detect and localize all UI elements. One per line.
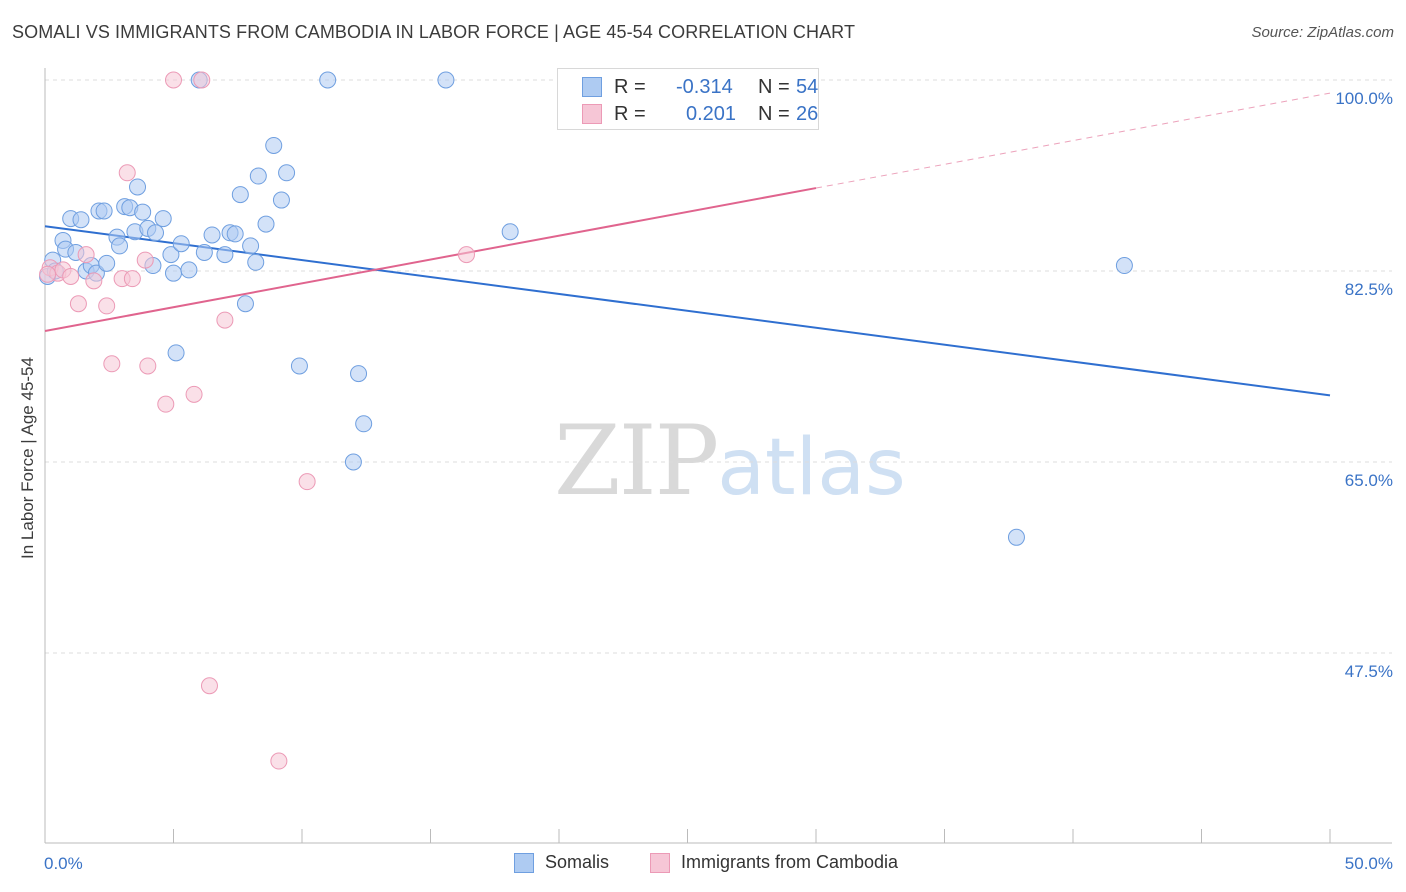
cambodia-point — [139, 357, 157, 375]
y-tick-label: 65.0% — [1345, 471, 1393, 490]
somalis-point — [111, 237, 129, 255]
somalis-point — [242, 237, 260, 255]
cambodia-point — [185, 385, 203, 403]
cambodia-point — [39, 265, 57, 283]
watermark-zip: ZIP — [554, 405, 719, 517]
watermark-atlas: atlas — [717, 423, 906, 513]
cambodia-point — [136, 251, 154, 269]
somalis-n-value: 54 — [796, 75, 819, 98]
somalis-point — [1115, 257, 1133, 275]
somalis-point — [236, 295, 254, 313]
somalis-point — [1007, 528, 1025, 546]
somalis-point — [147, 224, 165, 242]
somalis-point — [350, 365, 368, 383]
n-label: N = — [758, 75, 790, 98]
cambodia-point — [103, 355, 121, 373]
grid-lines — [45, 79, 1392, 654]
legend-somalis-label: Somalis — [545, 852, 610, 872]
cambodia-point — [118, 164, 136, 182]
somalis-point — [344, 453, 362, 471]
r-label: R = — [614, 75, 646, 98]
somalis-point — [134, 203, 152, 221]
somalis-point — [95, 202, 113, 220]
legend-somalis-swatch — [514, 852, 534, 873]
legend-cambodia-swatch — [650, 852, 670, 873]
somalis-point — [154, 210, 172, 228]
somalis-point — [231, 186, 249, 204]
somalis-point — [319, 71, 337, 89]
cambodia-point — [270, 752, 288, 770]
cambodia-point — [457, 246, 475, 264]
legend-item-cambodia[interactable]: Immigrants from Cambodia — [650, 852, 898, 873]
watermark: ZIPatlas — [554, 405, 906, 517]
cambodia-point — [193, 71, 211, 89]
somalis-point — [290, 357, 308, 375]
cambodia-r-value: 0.201 — [686, 102, 737, 125]
somalis-point — [180, 261, 198, 279]
cambodia-trend-extension — [815, 92, 1331, 189]
chart-source: Source: ZipAtlas.com — [1251, 24, 1394, 41]
n-label: N = — [758, 102, 790, 125]
somalis-point — [195, 243, 213, 261]
cambodia-swatch — [582, 104, 602, 124]
cambodia-point — [85, 272, 103, 290]
cambodia-point — [216, 311, 234, 329]
somalis-point — [162, 246, 180, 264]
somalis-point — [247, 253, 265, 271]
r-label: R = — [614, 102, 646, 125]
legend-item-somalis[interactable]: Somalis — [514, 852, 609, 873]
cambodia-point — [157, 395, 175, 413]
somalis-point — [249, 167, 267, 185]
somalis-point — [165, 264, 182, 282]
somalis-point — [265, 136, 283, 154]
cambodia-point — [123, 270, 141, 288]
cambodia-point — [98, 297, 116, 315]
tick-labels: 100.0% 82.5% 65.0% 47.5% 0.0% 50.0% — [44, 89, 1393, 873]
somalis-point — [72, 211, 90, 229]
legend-cambodia-label: Immigrants from Cambodia — [681, 852, 899, 872]
somalis-r-value: -0.314 — [676, 75, 733, 98]
cambodia-trend-line — [44, 187, 817, 333]
y-tick-label: 100.0% — [1335, 89, 1393, 108]
trend-lines — [44, 92, 1331, 397]
cambodia-n-value: 26 — [796, 102, 819, 125]
somalis-point — [272, 191, 290, 209]
cambodia-point — [77, 246, 95, 264]
somalis-swatch — [582, 77, 602, 97]
somalis-point — [437, 71, 455, 89]
cambodia-point — [62, 267, 80, 285]
chart-title: SOMALI VS IMMIGRANTS FROM CAMBODIA IN LA… — [12, 22, 856, 42]
y-tick-label: 82.5% — [1345, 280, 1393, 299]
x-tick-label-max: 50.0% — [1345, 854, 1393, 873]
cambodia-point — [298, 473, 316, 491]
somalis-trend-line — [44, 225, 1331, 397]
stat-legend-box: R = -0.314 N = 54 R = 0.201 N = 26 — [557, 68, 819, 130]
somalis-point — [278, 164, 296, 182]
somalis-point — [257, 215, 275, 233]
data-points — [39, 71, 1133, 770]
somalis-point — [129, 178, 147, 196]
somalis-point — [167, 344, 185, 362]
y-tick-label: 47.5% — [1345, 662, 1393, 681]
somalis-point — [216, 246, 234, 264]
somalis-point — [172, 235, 190, 253]
cambodia-point — [165, 71, 182, 89]
chart-legend: Somalis Immigrants from Cambodia — [0, 852, 1406, 878]
cambodia-point — [69, 295, 87, 313]
somalis-point — [98, 254, 116, 272]
axes — [44, 68, 1392, 844]
somalis-point — [501, 223, 519, 241]
x-tick-label-min: 0.0% — [44, 854, 83, 873]
somalis-point — [203, 226, 221, 244]
cambodia-point — [200, 677, 218, 695]
somalis-point — [226, 225, 244, 243]
somalis-point — [355, 415, 373, 433]
